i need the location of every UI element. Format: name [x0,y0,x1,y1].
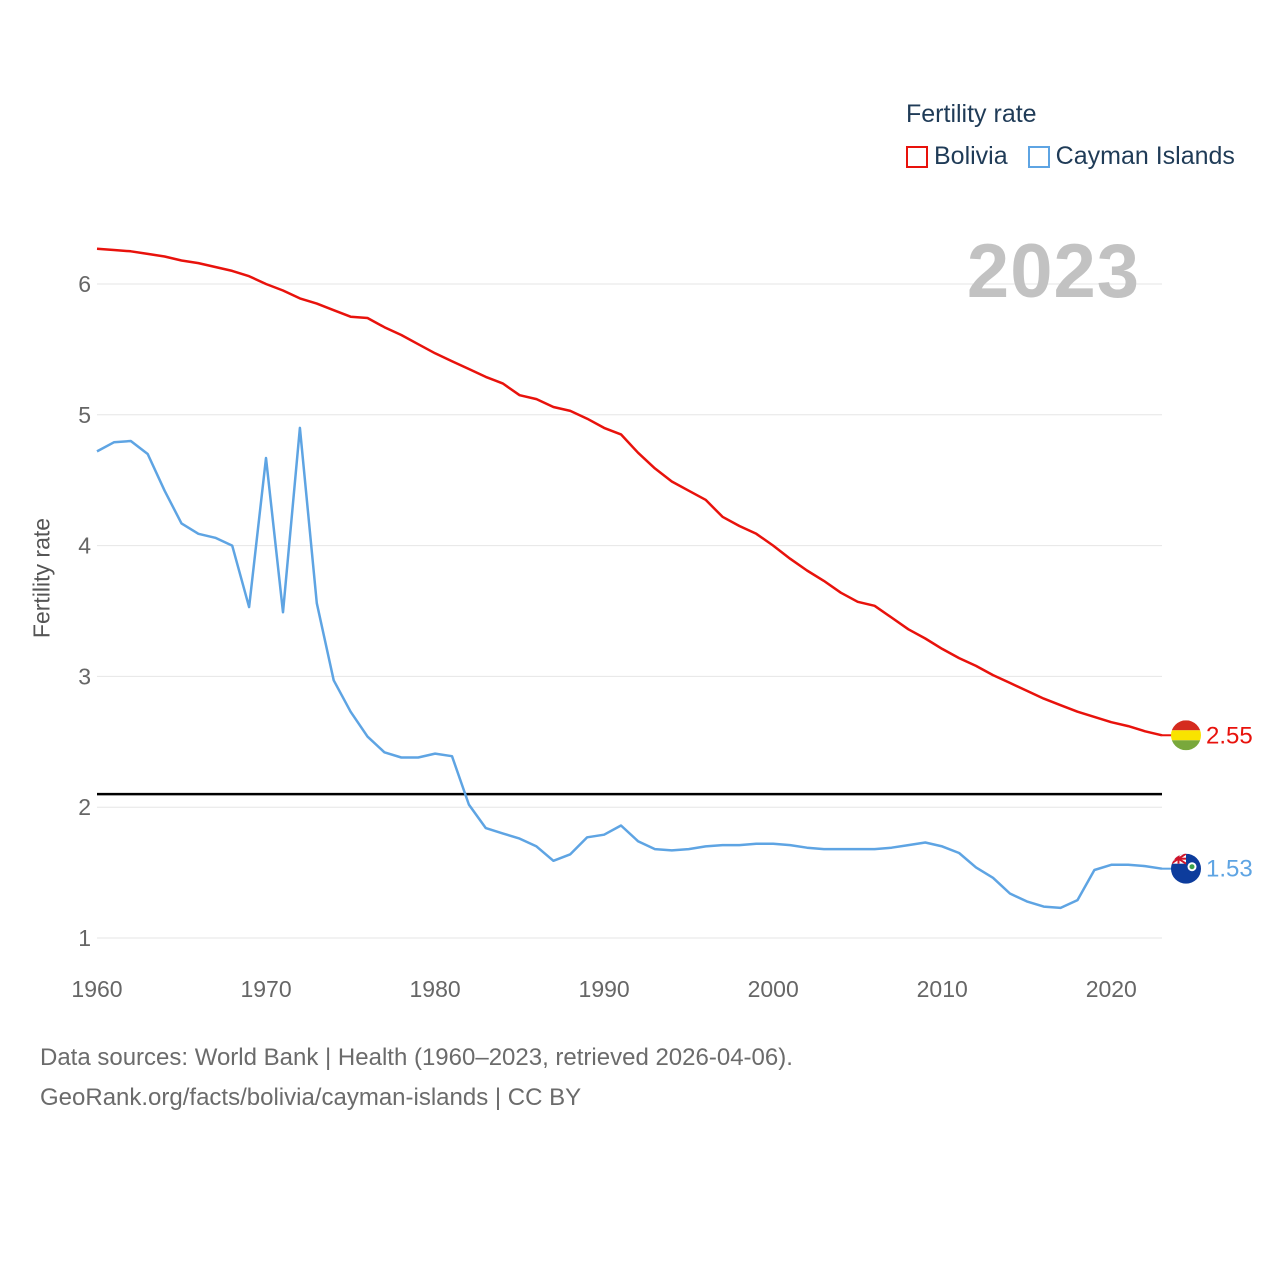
legend-swatch-cayman-islands [1027,145,1050,168]
x-tick-label-1970: 1970 [240,976,291,1002]
y-tick-label-5: 5 [78,402,91,428]
y-axis-title: Fertility rate [28,517,55,639]
x-axis-ticks: 1960 1970 1980 1990 2000 2010 2020 [71,976,1136,1002]
end-label-bolivia: 2.55 [1206,722,1253,749]
y-tick-label-2: 2 [78,794,91,820]
legend: Bolivia Cayman Islands [906,142,1255,171]
bolivia-flag-icon [1171,720,1201,751]
y-tick-label-4: 4 [78,533,91,559]
x-tick-label-2020: 2020 [1086,976,1137,1002]
legend-label-bolivia: Bolivia [934,142,1008,170]
current-year-label: 2023 [966,229,1140,314]
y-tick-label-3: 3 [78,663,91,689]
data-source-note: Data sources: World Bank | Health (1960–… [40,1044,793,1071]
y-tick-label-6: 6 [78,271,91,297]
x-tick-label-2010: 2010 [917,976,968,1002]
legend-label-cayman-islands: Cayman Islands [1055,142,1235,170]
series-lines [96,247,1172,910]
y-axis-ticks: 1 2 3 4 5 6 [78,271,91,951]
legend-item-bolivia[interactable]: Bolivia [906,142,1008,171]
end-label-cayman-islands: 1.53 [1206,856,1253,883]
x-tick-label-2000: 2000 [748,976,799,1002]
end-value-labels: 2.55 1.53 [1206,722,1253,882]
cayman-islands-flag-icon [1171,853,1201,884]
legend-item-cayman-islands[interactable]: Cayman Islands [1027,142,1235,171]
x-tick-label-1980: 1980 [410,976,461,1002]
series-line-cayman-islands [96,426,1163,910]
x-tick-label-1960: 1960 [71,976,122,1002]
gridlines [97,283,1162,939]
attribution-note: GeoRank.org/facts/bolivia/cayman-islands… [40,1084,582,1111]
x-tick-label-1990: 1990 [579,976,630,1002]
legend-title: Fertility rate [906,100,1037,128]
legend-swatch-bolivia [906,145,928,168]
y-tick-label-1: 1 [78,925,91,951]
series-line-bolivia [96,247,1163,737]
end-markers [1171,720,1201,884]
